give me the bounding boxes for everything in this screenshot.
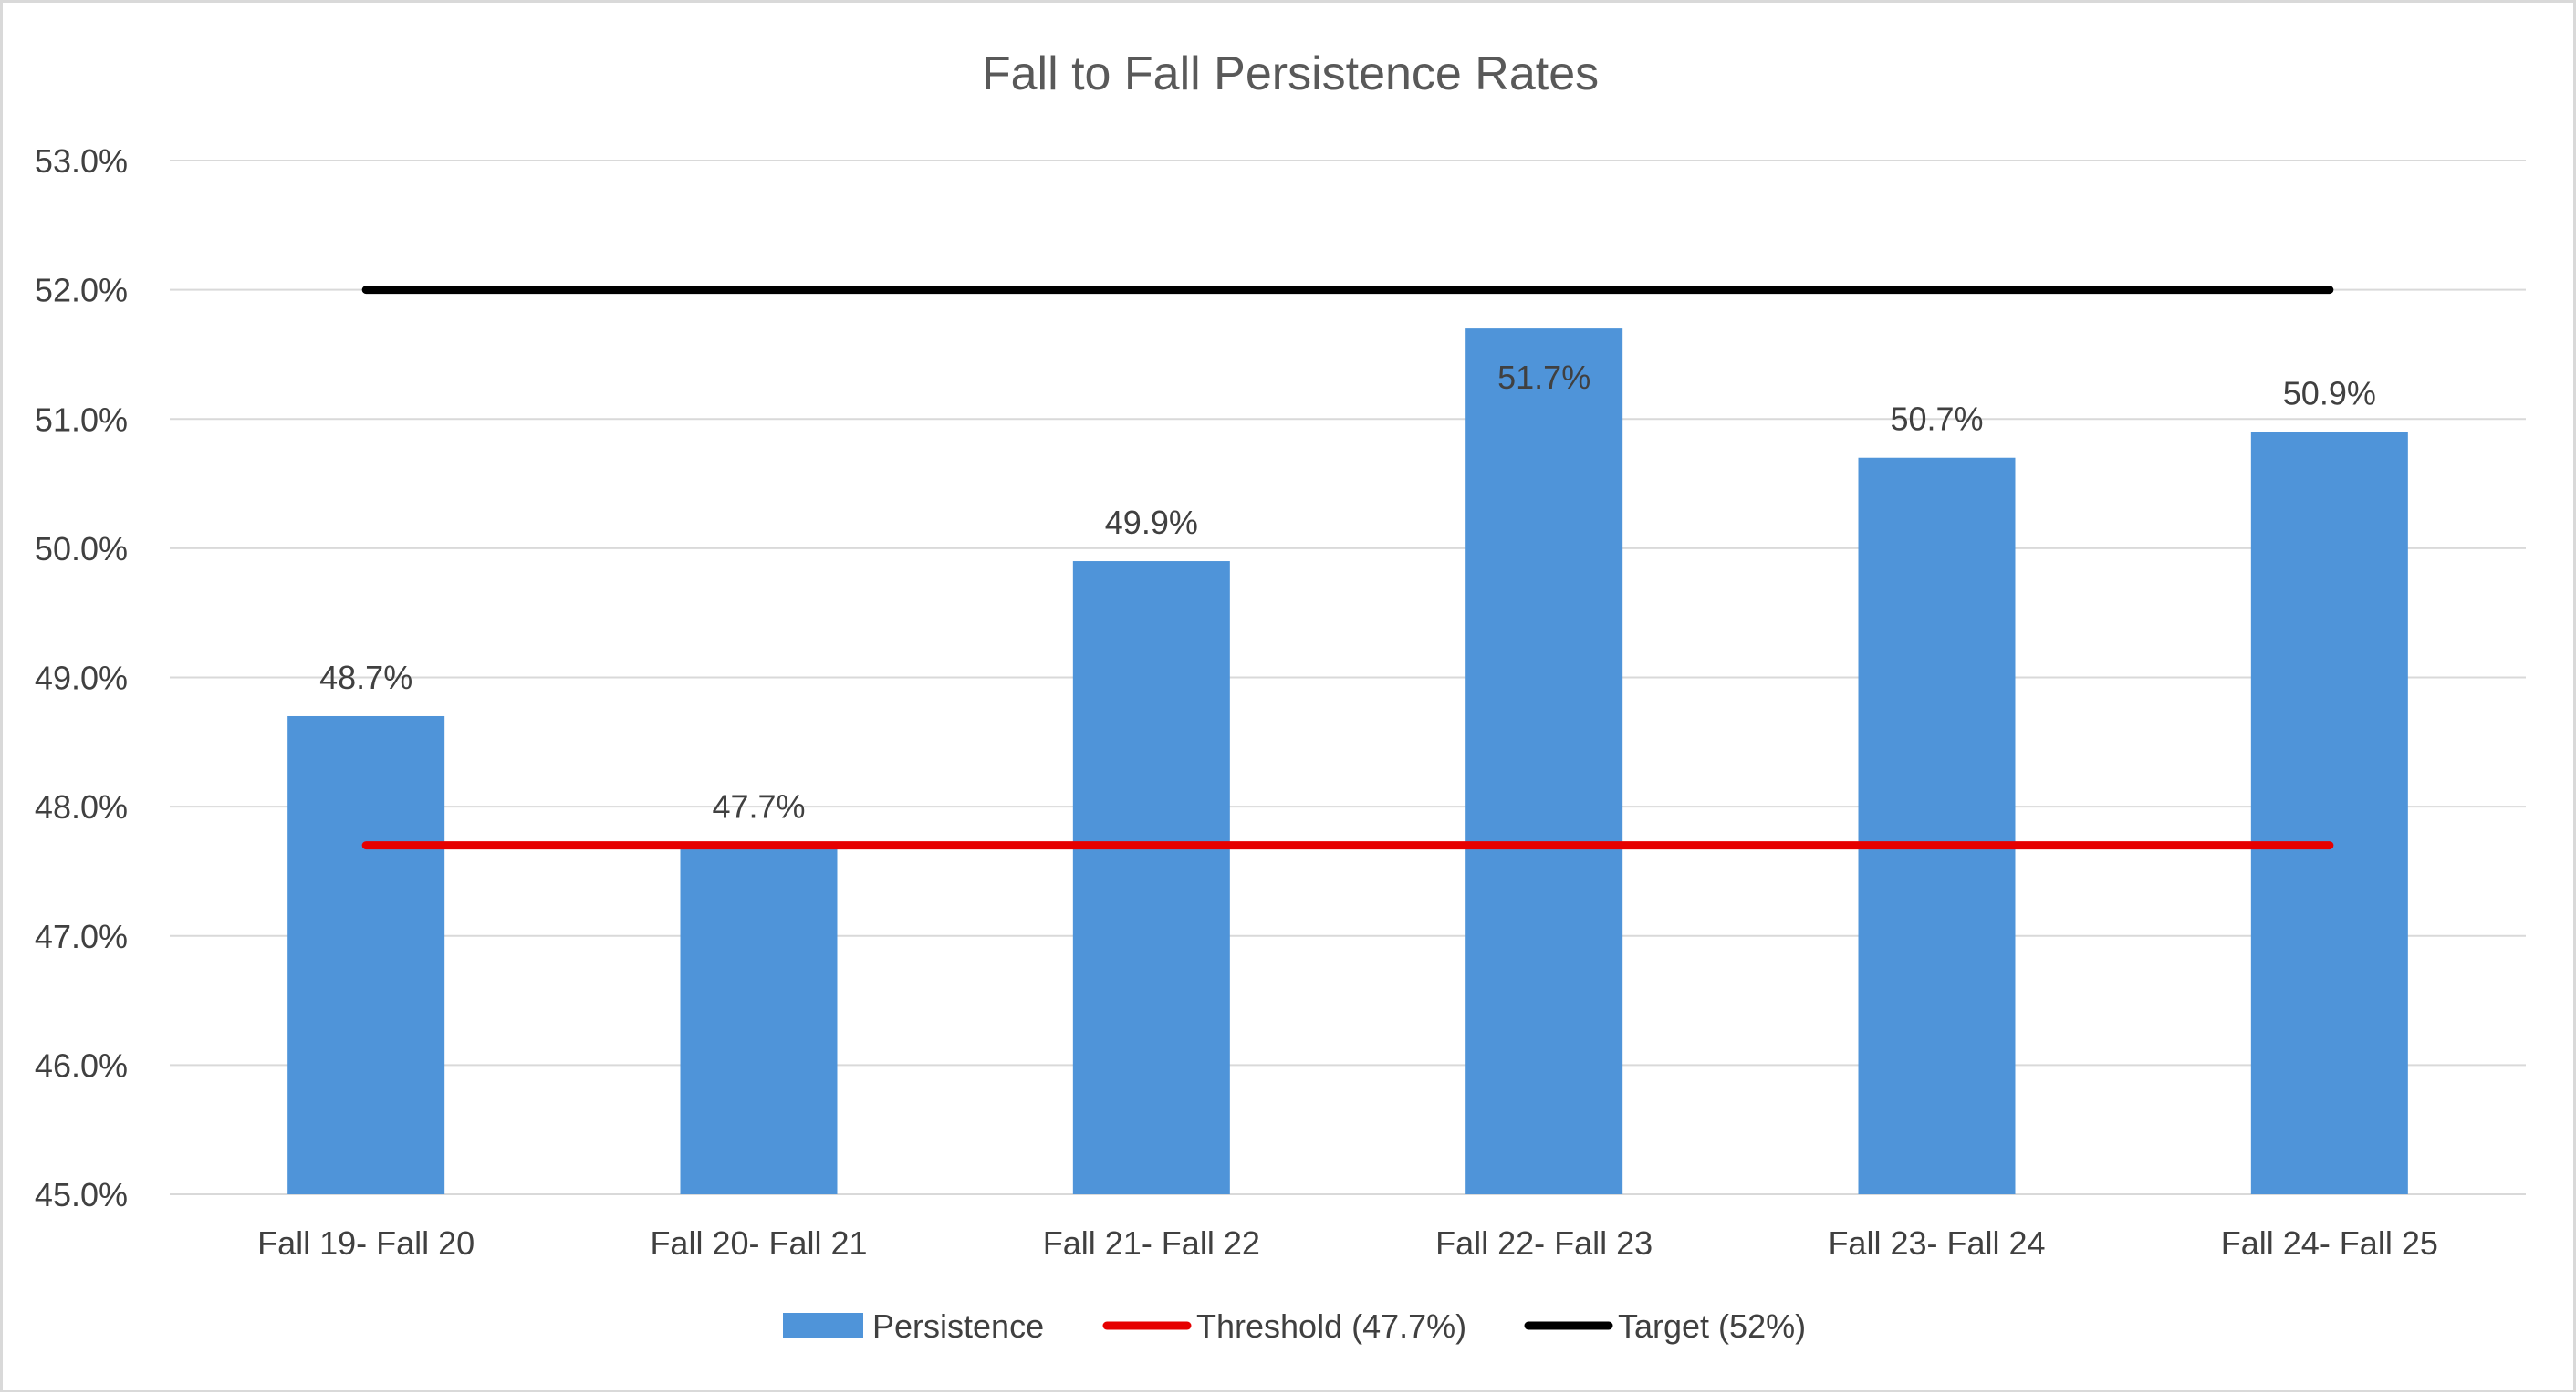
bar <box>1858 457 2016 1194</box>
bar <box>1072 561 1230 1194</box>
x-tick-label: Fall 19- Fall 20 <box>257 1224 475 1262</box>
data-label: 49.9% <box>1105 504 1198 541</box>
persistence-bars <box>287 328 2408 1195</box>
y-tick-label: 45.0% <box>35 1176 128 1213</box>
y-tick-label: 48.0% <box>35 788 128 826</box>
reference-lines <box>361 286 2334 850</box>
y-tick-label: 52.0% <box>35 272 128 309</box>
chart-canvas: Fall to Fall Persistence Rates 45.0% 46.0… <box>35 47 2526 1345</box>
x-tick-label: Fall 23- Fall 24 <box>1828 1224 2045 1262</box>
bar <box>1465 328 1623 1194</box>
legend-label: Threshold (47.7%) <box>1196 1307 1466 1345</box>
x-tick-label: Fall 21- Fall 22 <box>1043 1224 1260 1262</box>
y-tick-label: 51.0% <box>35 401 128 438</box>
data-labels: 48.7% 47.7% 49.9% 51.7% 50.7% 50.9% <box>319 359 2376 826</box>
y-tick-label: 50.0% <box>35 530 128 567</box>
bar <box>2250 432 2408 1195</box>
legend-swatch <box>783 1313 863 1338</box>
data-label: 47.7% <box>712 788 805 826</box>
y-tick-label: 47.0% <box>35 918 128 955</box>
x-tick-label: Fall 20- Fall 21 <box>650 1224 867 1262</box>
data-label: 50.9% <box>2283 374 2376 411</box>
legend: Persistence Threshold (47.7%) Target (52%) <box>783 1307 1806 1345</box>
legend-label: Target (52%) <box>1618 1307 1806 1345</box>
y-tick-label: 46.0% <box>35 1046 128 1084</box>
x-axis-tick-labels: Fall 19- Fall 20 Fall 20- Fall 21 Fall 21-… <box>257 1224 2438 1262</box>
y-tick-label: 49.0% <box>35 660 128 697</box>
data-label: 50.7% <box>1890 401 1983 438</box>
y-axis-tick-labels: 45.0% 46.0% 47.0% 48.0% 49.0% 50.0% 51.0% 52.0%… <box>35 142 128 1213</box>
legend-item: Target (52%) <box>1524 1307 1806 1345</box>
chart-title: Fall to Fall Persistence Rates <box>982 47 1599 100</box>
legend-item: Persistence <box>783 1307 1044 1345</box>
bar <box>287 715 445 1194</box>
bar <box>680 845 838 1194</box>
data-label: 51.7% <box>1497 359 1590 396</box>
y-tick-label: 53.0% <box>35 142 128 180</box>
gridlines <box>170 160 2526 1195</box>
legend-label: Persistence <box>872 1307 1044 1345</box>
legend-item: Threshold (47.7%) <box>1102 1307 1466 1345</box>
data-label: 48.7% <box>319 659 412 696</box>
x-tick-label: Fall 24- Fall 25 <box>2221 1224 2438 1262</box>
x-tick-label: Fall 22- Fall 23 <box>1435 1224 1653 1262</box>
